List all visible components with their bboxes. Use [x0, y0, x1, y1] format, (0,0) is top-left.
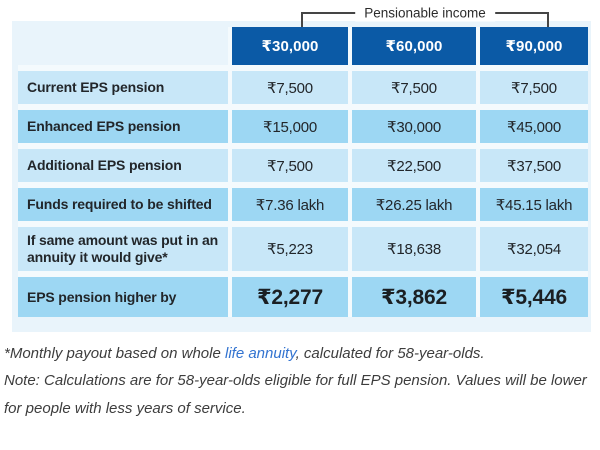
pension-table: ₹30,000 ₹60,000 ₹90,000 Current EPS pens… [18, 27, 588, 317]
bracket-label: Pensionable income [355, 4, 495, 22]
cell-value: ₹7,500 [480, 71, 588, 104]
cell-value: ₹22,500 [352, 149, 476, 182]
cell-value: ₹15,000 [232, 110, 348, 143]
row-label-annuity-equivalent: If same amount was put in an annuity it … [18, 227, 228, 271]
row-label-eps-pension-higher-by: EPS pension higher by [18, 277, 228, 317]
cell-value: ₹45.15 lakh [480, 188, 588, 221]
column-header-90000: ₹90,000 [480, 27, 588, 65]
life-annuity-link[interactable]: life annuity [224, 345, 296, 362]
footnote-suffix: , calculated for 58-year-olds. [295, 345, 485, 362]
cell-value-highlight: ₹3,862 [352, 277, 476, 317]
corner-spacer [18, 27, 228, 65]
cell-value: ₹7,500 [232, 71, 348, 104]
cell-value: ₹30,000 [352, 110, 476, 143]
footnotes: *Monthly payout based on whole life annu… [4, 340, 594, 422]
row-label-enhanced-eps-pension: Enhanced EPS pension [18, 110, 228, 143]
cell-value: ₹45,000 [480, 110, 588, 143]
cell-value: ₹7.36 lakh [232, 188, 348, 221]
column-header-60000: ₹60,000 [352, 27, 476, 65]
cell-value: ₹7,500 [232, 149, 348, 182]
cell-value: ₹26.25 lakh [352, 188, 476, 221]
footnote-annuity: *Monthly payout based on whole life annu… [4, 340, 594, 367]
cell-value-highlight: ₹2,277 [232, 277, 348, 317]
cell-value: ₹7,500 [352, 71, 476, 104]
note-line-1: Note: Calculations are for 58-year-olds … [4, 372, 587, 390]
column-header-30000: ₹30,000 [232, 27, 348, 65]
row-label-additional-eps-pension: Additional EPS pension [18, 149, 228, 182]
footnote-note: Note: Calculations are for 58-year-olds … [4, 367, 594, 422]
cell-value-highlight: ₹5,446 [480, 277, 588, 317]
row-label-funds-required: Funds required to be shifted [18, 188, 228, 221]
cell-value: ₹5,223 [232, 227, 348, 271]
pensionable-income-bracket: Pensionable income [301, 4, 549, 27]
note-line-2: for people with less years of service. [4, 399, 246, 417]
cell-value: ₹18,638 [352, 227, 476, 271]
row-label-current-eps-pension: Current EPS pension [18, 71, 228, 104]
cell-value: ₹37,500 [480, 149, 588, 182]
footnote-prefix: *Monthly payout based on whole [4, 345, 225, 362]
cell-value: ₹32,054 [480, 227, 588, 271]
